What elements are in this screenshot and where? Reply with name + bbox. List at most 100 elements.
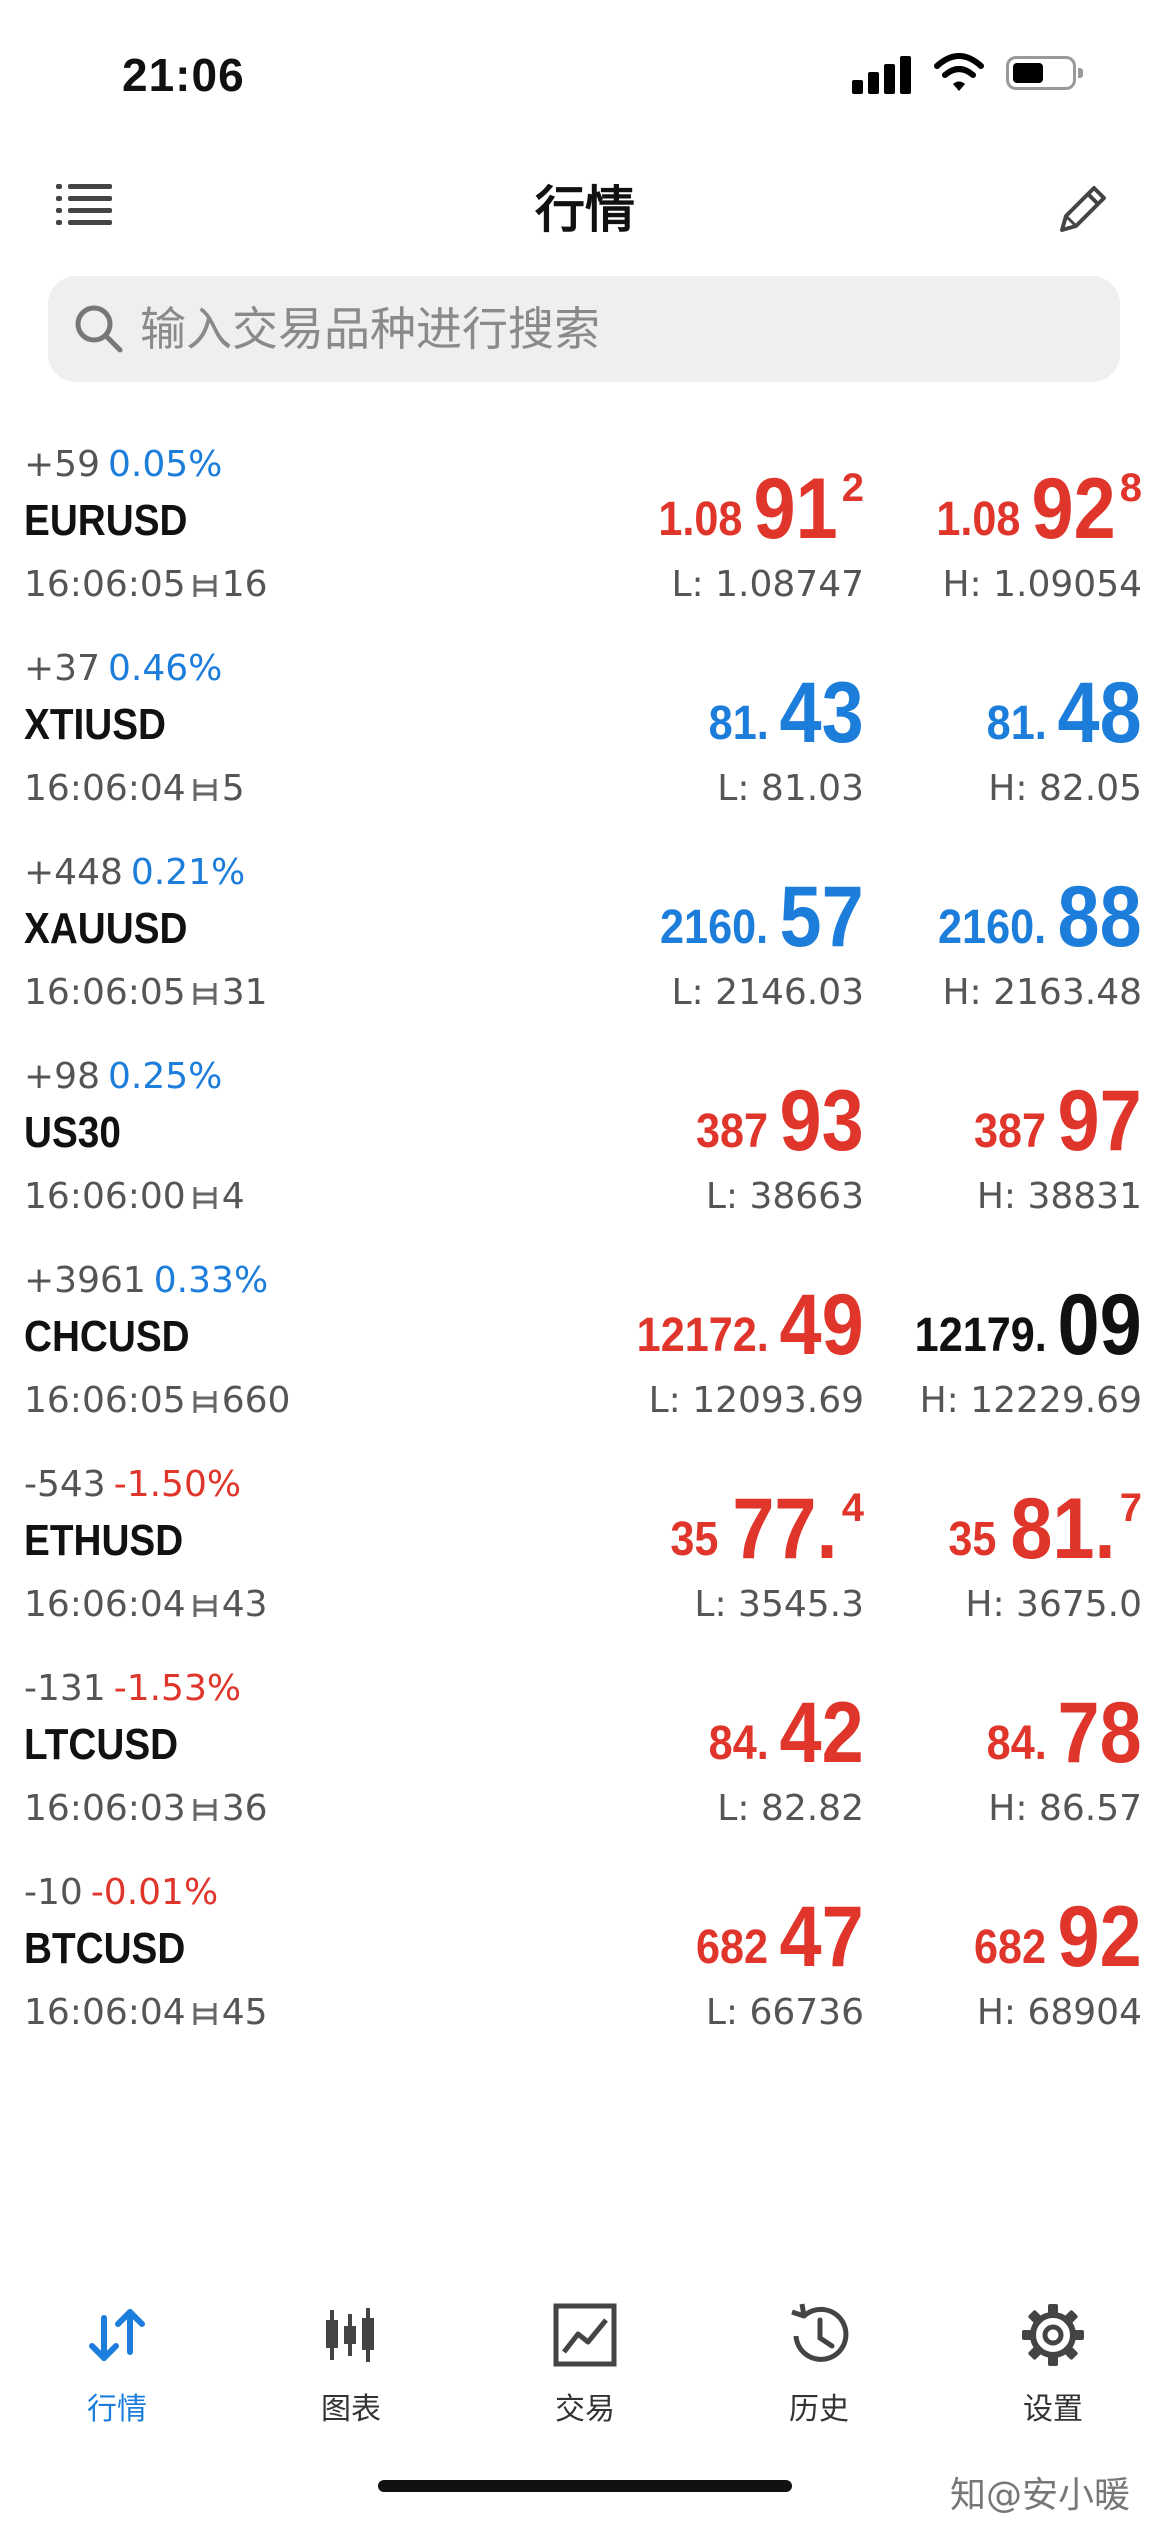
change-points: +98 [24, 1056, 100, 1097]
change-percent: -0.01% [90, 1872, 219, 1913]
bid-price-small: 387 [696, 1105, 769, 1158]
tab-chart[interactable]: 图表 [234, 2270, 468, 2430]
bid-price[interactable]: 387 93 [688, 1074, 864, 1164]
spread-icon [186, 1992, 222, 2033]
ask-price[interactable]: 84. 78 [980, 1686, 1142, 1776]
quote-meta: 16:06:04 5 [24, 768, 245, 809]
symbol-name: XTIUSD [24, 700, 166, 749]
ask-price[interactable]: 1.08 92 8 [927, 462, 1142, 552]
quote-time: 16:06:00 [24, 1176, 186, 1217]
quote-meta: 16:06:05 16 [24, 564, 268, 605]
bid-price[interactable]: 84. 42 [702, 1686, 864, 1776]
quote-meta: 16:06:05 660 [24, 1380, 290, 1421]
daily-change: +98 0.25% [24, 1056, 222, 1097]
bid-price-sup: 4 [841, 1486, 864, 1530]
high-price: H: 3675.0 [965, 1584, 1142, 1625]
ask-price-small: 387 [974, 1105, 1047, 1158]
tab-label: 设置 [1023, 2392, 1083, 2427]
candlestick-chart-icon [326, 2308, 374, 2362]
ask-price-small: 682 [974, 1921, 1047, 1974]
ask-price-big: 88 [1057, 869, 1142, 965]
quote-row-us30[interactable]: +98 0.25% US30 16:06:00 4 387 93 L: 38663 387 97 H… [0, 1044, 1170, 1248]
daily-change: +448 0.21% [24, 852, 245, 893]
ask-price[interactable]: 682 92 [966, 1890, 1142, 1980]
quote-row-eurusd[interactable]: +59 0.05% EURUSD 16:06:05 16 1.08 91 2 L: 1.0874… [0, 432, 1170, 636]
low-price: L: 82.82 [717, 1788, 864, 1829]
daily-change: -10 -0.01% [24, 1872, 218, 1913]
change-points: +37 [24, 648, 100, 689]
quote-time: 16:06:05 [24, 564, 186, 605]
low-price: L: 2146.03 [671, 972, 865, 1013]
spread-value: 4 [221, 1176, 245, 1217]
spread-icon [186, 1380, 222, 1421]
low-price: L: 38663 [705, 1176, 864, 1217]
spread-value: 43 [221, 1584, 268, 1625]
ask-price[interactable]: 35 81. 7 [943, 1482, 1142, 1572]
tab-quotes[interactable]: 行情 [0, 2270, 234, 2430]
quote-row-btcusd[interactable]: -10 -0.01% BTCUSD 16:06:04 45 682 47 L: 66736 68… [0, 1860, 1170, 2064]
spread-icon [186, 768, 222, 809]
symbol-name: LTCUSD [24, 1720, 179, 1769]
bid-price[interactable]: 35 77. 4 [665, 1482, 864, 1572]
ask-price-small: 2160. [938, 901, 1047, 954]
symbol-name: US30 [24, 1108, 121, 1157]
search-input[interactable] [140, 276, 1080, 382]
bid-price[interactable]: 682 47 [688, 1890, 864, 1980]
high-price: H: 82.05 [988, 768, 1142, 809]
edit-pencil-icon[interactable] [1054, 178, 1114, 238]
change-percent: 0.21% [130, 852, 246, 893]
bid-price[interactable]: 81. 43 [702, 666, 864, 756]
quote-time: 16:06:04 [24, 1584, 186, 1625]
change-percent: -1.50% [113, 1464, 242, 1505]
high-price: H: 12229.69 [919, 1380, 1142, 1421]
change-points: -543 [24, 1464, 106, 1505]
quote-meta: 16:06:00 4 [24, 1176, 245, 1217]
quote-row-xauusd[interactable]: +448 0.21% XAUUSD 16:06:05 31 2160. 57 L: 2146.… [0, 840, 1170, 1044]
bid-price[interactable]: 1.08 91 2 [649, 462, 864, 552]
bid-price-small: 81. [708, 697, 769, 750]
spread-value: 45 [221, 1992, 268, 2033]
spread-value: 31 [221, 972, 268, 1013]
ask-price[interactable]: 12179. 09 [900, 1278, 1142, 1368]
quote-meta: 16:06:04 45 [24, 1992, 268, 2033]
high-price: H: 38831 [976, 1176, 1142, 1217]
trade-chart-icon [553, 2303, 617, 2367]
ask-price[interactable]: 81. 48 [980, 666, 1142, 756]
quote-row-ethusd[interactable]: -543 -1.50% ETHUSD 16:06:04 43 35 77. 4 L: 3545.… [0, 1452, 1170, 1656]
quote-row-xtiusd[interactable]: +37 0.46% XTIUSD 16:06:04 5 81. 43 L: 81.03 81. 4… [0, 636, 1170, 840]
ask-price[interactable]: 387 97 [966, 1074, 1142, 1164]
spread-value: 5 [221, 768, 245, 809]
ask-price-big: 09 [1057, 1277, 1142, 1373]
bid-price-big: 43 [779, 665, 864, 761]
tab-history[interactable]: 历史 [702, 2270, 936, 2430]
ask-price-small: 81. [986, 697, 1047, 750]
ask-price-sup: 7 [1119, 1486, 1142, 1530]
bid-price-big: 47 [779, 1889, 864, 1985]
tab-trade[interactable]: 交易 [468, 2270, 702, 2430]
search-bar[interactable] [48, 276, 1120, 382]
bid-price-small: 682 [696, 1921, 769, 1974]
high-price: H: 68904 [976, 1992, 1142, 2033]
symbol-list-icon[interactable] [56, 182, 112, 230]
high-price: H: 2163.48 [942, 972, 1142, 1013]
symbol-name: BTCUSD [24, 1924, 186, 1973]
change-percent: 0.46% [107, 648, 223, 689]
symbol-name: XAUUSD [24, 904, 188, 953]
ask-price-small: 1.08 [935, 493, 1021, 546]
watermark: 知@安小暖 [950, 2475, 1131, 2516]
quote-time: 16:06:03 [24, 1788, 186, 1829]
bid-price-sup: 2 [841, 466, 864, 510]
bid-price[interactable]: 2160. 57 [648, 870, 864, 960]
tab-settings[interactable]: 设置 [936, 2270, 1170, 2430]
tab-label: 历史 [789, 2392, 849, 2427]
spread-value: 16 [221, 564, 268, 605]
change-percent: 0.05% [107, 444, 223, 485]
change-points: -10 [24, 1872, 83, 1913]
change-points: -131 [24, 1668, 106, 1709]
tab-label: 行情 [87, 2392, 147, 2427]
bid-price[interactable]: 12172. 49 [622, 1278, 864, 1368]
quote-row-chcusd[interactable]: +3961 0.33% CHCUSD 16:06:05 660 12172. 49 L: 12… [0, 1248, 1170, 1452]
ask-price[interactable]: 2160. 88 [926, 870, 1142, 960]
quote-row-ltcusd[interactable]: -131 -1.53% LTCUSD 16:06:03 36 84. 42 L: 82.82 8… [0, 1656, 1170, 1860]
daily-change: -131 -1.53% [24, 1668, 241, 1709]
